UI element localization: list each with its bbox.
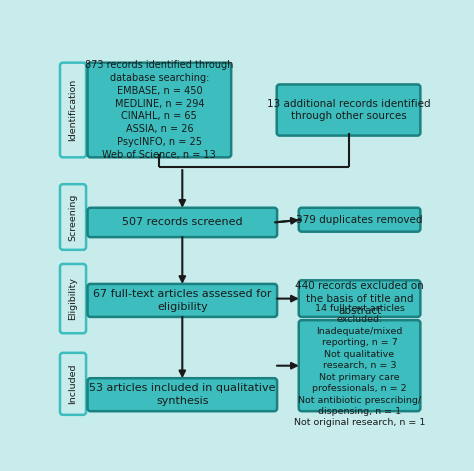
Text: 440 records excluded on
the basis of title and
abstract: 440 records excluded on the basis of tit… bbox=[295, 281, 424, 317]
Text: 14 full-text articles
excluded:
Inadequate/mixed
reporting, n = 7
Not qualitativ: 14 full-text articles excluded: Inadequa… bbox=[294, 304, 425, 428]
FancyBboxPatch shape bbox=[60, 63, 86, 157]
Text: 379 duplicates removed: 379 duplicates removed bbox=[296, 215, 423, 225]
FancyBboxPatch shape bbox=[60, 184, 86, 250]
Text: 873 records identified through
database searching:
EMBASE, n = 450
MEDLINE, n = : 873 records identified through database … bbox=[85, 60, 234, 160]
FancyBboxPatch shape bbox=[88, 378, 277, 411]
FancyBboxPatch shape bbox=[60, 264, 86, 333]
Text: 53 articles included in qualitative
synthesis: 53 articles included in qualitative synt… bbox=[89, 383, 275, 406]
FancyBboxPatch shape bbox=[60, 353, 86, 415]
FancyBboxPatch shape bbox=[299, 280, 420, 317]
Text: 507 records screened: 507 records screened bbox=[122, 218, 243, 227]
Text: Eligibility: Eligibility bbox=[69, 277, 78, 320]
Text: 67 full-text articles assessed for
eligibility: 67 full-text articles assessed for eligi… bbox=[93, 289, 272, 312]
FancyBboxPatch shape bbox=[277, 84, 420, 136]
FancyBboxPatch shape bbox=[299, 208, 420, 232]
Text: Included: Included bbox=[69, 364, 78, 404]
FancyBboxPatch shape bbox=[88, 63, 231, 157]
Text: Identification: Identification bbox=[69, 79, 78, 141]
FancyBboxPatch shape bbox=[88, 208, 277, 237]
Text: Screening: Screening bbox=[69, 193, 78, 241]
FancyBboxPatch shape bbox=[88, 284, 277, 317]
FancyBboxPatch shape bbox=[299, 320, 420, 411]
Text: 13 additional records identified
through other sources: 13 additional records identified through… bbox=[267, 98, 430, 122]
